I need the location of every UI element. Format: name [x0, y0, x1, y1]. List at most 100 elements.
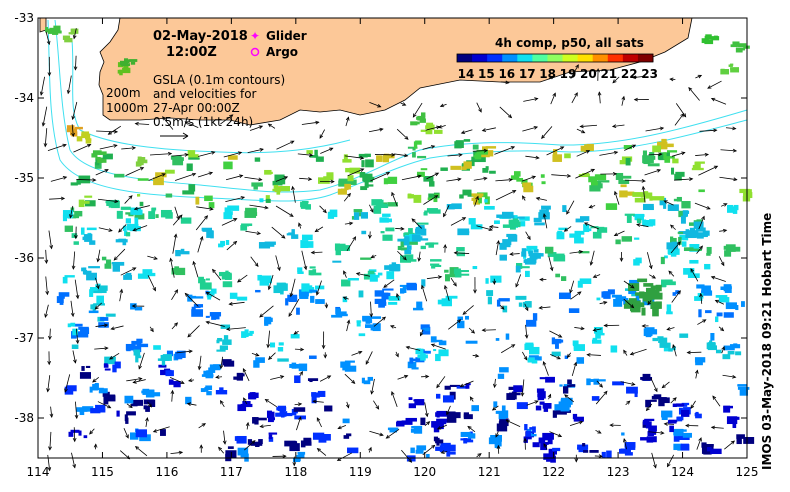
velocity-arrow [396, 293, 400, 301]
colorbar-labels: 14 15 16 17 18 19 20 21 22 23 [458, 67, 658, 81]
velocity-arrow-head [453, 282, 457, 287]
sst-patch [704, 39, 714, 45]
sst-patch [411, 367, 419, 370]
velocity-arrow [564, 226, 572, 232]
velocity-arrow-head [524, 334, 529, 339]
sst-patch [112, 264, 120, 272]
velocity-arrow-head [641, 324, 646, 328]
sst-patch [659, 197, 667, 206]
sst-patch [227, 205, 240, 211]
sst-patch [622, 191, 627, 195]
velocity-arrow [75, 328, 79, 344]
sst-patch [217, 337, 223, 342]
velocity-arrow-head [209, 206, 214, 211]
sst-patch [498, 421, 504, 430]
sst-patch [267, 416, 274, 423]
sst-patch [499, 242, 507, 250]
velocity-arrow [170, 451, 183, 455]
sst-patch [382, 292, 389, 297]
sst-patch [541, 181, 546, 185]
sst-patch [637, 278, 648, 283]
sst-patch [160, 429, 166, 436]
sst-patch [536, 388, 545, 393]
velocity-arrow [47, 144, 67, 152]
velocity-arrow [45, 249, 47, 264]
sst-patch [658, 398, 665, 407]
velocity-arrow-head [510, 146, 516, 150]
velocity-arrow-head [255, 352, 260, 357]
sst-patch [200, 388, 206, 393]
velocity-arrow [294, 348, 304, 351]
velocity-arrow [422, 145, 435, 150]
sst-patch [182, 190, 195, 195]
velocity-arrow-head [619, 257, 624, 262]
sst-patch [676, 196, 682, 202]
velocity-arrow [98, 227, 113, 232]
velocity-arrow [72, 350, 76, 363]
sst-patch [619, 160, 629, 165]
velocity-arrow-head [564, 394, 569, 399]
velocity-arrow-head [511, 344, 516, 348]
sst-patch [92, 150, 102, 155]
sst-patch [640, 437, 649, 441]
velocity-arrow-head [293, 330, 298, 335]
colorbar-swatch [517, 54, 533, 62]
sst-patch [162, 354, 172, 361]
sst-patch [607, 289, 615, 295]
sst-patch [137, 178, 149, 181]
velocity-arrow-head [707, 85, 712, 89]
sst-patch [417, 115, 426, 121]
sst-patch [472, 266, 478, 270]
sst-patch [285, 298, 289, 306]
sst-patch [663, 202, 667, 209]
sst-patch [86, 227, 97, 231]
velocity-arrow [223, 430, 226, 444]
velocity-arrow-head [631, 382, 636, 386]
velocity-arrow [64, 374, 71, 393]
velocity-arrow [590, 250, 595, 266]
velocity-arrow-head [552, 92, 556, 97]
velocity-arrow-head [358, 350, 363, 355]
sst-patch [632, 302, 645, 308]
y-tick-label: -37 [14, 331, 34, 345]
sst-patch [280, 288, 284, 295]
velocity-arrow-head [669, 77, 674, 82]
velocity-arrow-head [180, 380, 185, 384]
sst-patch [710, 332, 715, 341]
velocity-arrow [370, 172, 390, 182]
velocity-arrow-head [732, 374, 737, 379]
sst-patch [229, 292, 238, 299]
velocity-arrow [623, 280, 635, 289]
velocity-arrow [589, 205, 596, 208]
sst-patch [741, 301, 745, 307]
velocity-arrow-head [49, 413, 54, 418]
sst-patch [558, 227, 568, 231]
velocity-arrow [662, 381, 670, 389]
sst-patch [318, 435, 327, 443]
sst-patch [436, 437, 440, 446]
sst-patch [635, 295, 640, 302]
velocity-arrow-head [404, 153, 409, 158]
velocity-arrow [719, 229, 727, 232]
sst-patch [188, 157, 200, 160]
velocity-arrow-head [424, 412, 429, 418]
sst-patch [735, 47, 743, 53]
sst-patch [94, 162, 102, 169]
sst-patch [299, 291, 309, 299]
velocity-arrow-head [47, 72, 52, 77]
sst-patch [227, 155, 238, 160]
sst-patch [417, 354, 428, 359]
sst-patch [335, 311, 347, 317]
sst-patch [720, 68, 725, 74]
velocity-arrow [206, 291, 221, 301]
sst-patch [586, 143, 594, 151]
sst-patch [690, 248, 702, 252]
sst-patch [417, 348, 421, 354]
sst-patch [130, 61, 136, 65]
velocity-arrow [571, 92, 578, 104]
sst-patch [592, 337, 598, 344]
sst-patch [673, 436, 680, 442]
sst-patch [253, 360, 260, 368]
velocity-arrow [196, 206, 213, 210]
sst-patch [642, 419, 650, 425]
